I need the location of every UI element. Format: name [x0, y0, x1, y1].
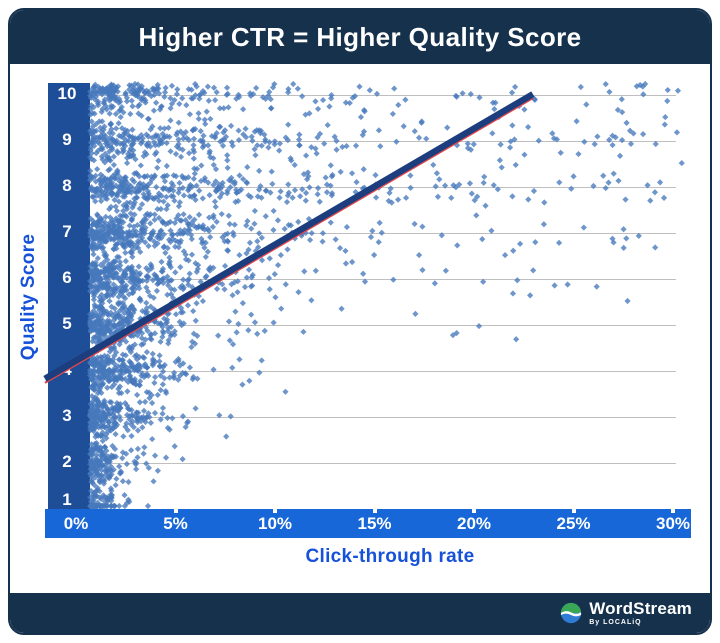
brand-name: WordStream — [589, 599, 692, 618]
chart-header: Higher CTR = Higher Quality Score — [10, 10, 710, 64]
chart-title: Higher CTR = Higher Quality Score — [138, 21, 582, 52]
chart-footer: WordStream By LOCALiQ — [10, 593, 710, 633]
wordstream-brand: WordStream By LOCALiQ — [560, 600, 692, 626]
chart-card: Higher CTR = Higher Quality Score WordSt… — [8, 8, 712, 635]
brand-byline: By LOCALiQ — [589, 619, 642, 626]
wordstream-logo-icon — [561, 602, 582, 624]
brand-text: WordStream By LOCALiQ — [589, 600, 692, 626]
